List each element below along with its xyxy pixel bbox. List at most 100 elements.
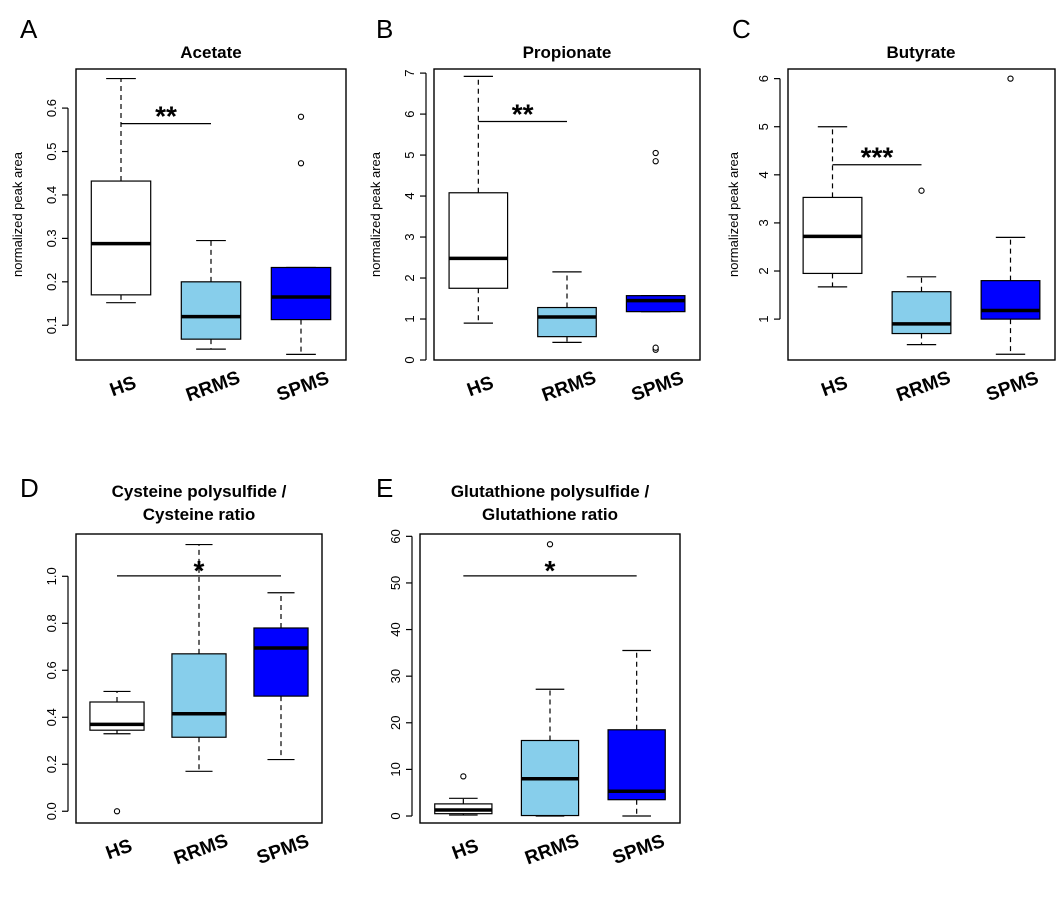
significance-marker: * (545, 555, 556, 586)
x-tick-label-spms: SPMS (254, 831, 312, 869)
y-axis-label: normalized peak area (368, 151, 383, 277)
y-tick-label: 5 (402, 151, 417, 158)
box-hs (434, 773, 493, 816)
panel-label: A (20, 14, 38, 44)
plot-frame (75, 533, 323, 824)
y-tick-label: 7 (402, 69, 417, 76)
x-tick-label-hs: HS (449, 835, 481, 864)
outlier-point (460, 773, 467, 780)
x-tick-label-rrms: RRMS (183, 367, 243, 406)
y-tick-label: 20 (388, 716, 403, 730)
box-spms (253, 592, 309, 761)
y-tick-label: 3 (756, 219, 771, 226)
y-tick-label: 1 (756, 315, 771, 322)
y-tick-label: 0.0 (44, 802, 59, 820)
iqr-box (625, 295, 686, 313)
iqr-box (270, 266, 332, 321)
box-rrms (891, 187, 952, 346)
iqr-box (253, 627, 309, 697)
iqr-box (90, 180, 152, 296)
y-tick-label: 0 (388, 812, 403, 819)
iqr-box (607, 729, 666, 801)
box-spms (980, 75, 1041, 355)
x-tick-label-spms: SPMS (610, 831, 668, 869)
iqr-box (448, 192, 509, 289)
significance-marker: *** (861, 142, 894, 173)
box-hs (89, 690, 145, 815)
box-hs (802, 126, 863, 288)
panel-e: E Glutathione polysulfide / Glutathione ra… (376, 473, 681, 869)
y-tick-label: 40 (388, 622, 403, 636)
panel-d: D Cysteine polysulfide / Cysteine ratio 0.0… (20, 473, 323, 869)
outlier-point (918, 187, 925, 194)
panel-a: A Acetate normalized peak area 0.1 0.2 0.3 0.4… (10, 14, 347, 406)
plot-frame (433, 68, 701, 361)
y-tick-label: 6 (756, 75, 771, 82)
y-tick-label: 0.4 (44, 186, 59, 204)
y-axis-label: normalized peak area (10, 151, 25, 277)
y-tick-label: 0.4 (44, 708, 59, 726)
chart-subtitle: Cysteine ratio (143, 505, 255, 524)
y-tick-label: 0.8 (44, 614, 59, 632)
outlier-point (652, 149, 659, 157)
y-tick-label: 1 (402, 315, 417, 322)
iqr-box (891, 291, 952, 335)
y-tick-label: 0.3 (44, 229, 59, 247)
x-tick-label-hs: HS (103, 835, 135, 864)
significance-marker: ** (155, 101, 177, 132)
panel-label: B (376, 14, 393, 44)
y-tick-label: 0.1 (44, 316, 59, 334)
outlier-point (1007, 75, 1014, 82)
outlier-point (113, 808, 121, 815)
box-spms (607, 649, 666, 817)
y-tick-label: 2 (756, 267, 771, 274)
box-spms (270, 113, 332, 355)
outlier-point (546, 541, 554, 548)
x-tick-label-rrms: RRMS (522, 830, 582, 869)
y-tick-label: 10 (388, 762, 403, 776)
y-tick-label: 30 (388, 669, 403, 683)
panel-label: C (732, 14, 751, 44)
box-rrms (171, 543, 227, 772)
outlier-point (297, 113, 305, 120)
outlier-point (297, 160, 305, 167)
y-tick-label: 0.5 (44, 142, 59, 160)
x-tick-label-rrms: RRMS (894, 367, 954, 406)
chart-title: Glutathione polysulfide / (451, 482, 650, 501)
significance-marker: * (194, 555, 205, 586)
panel-c: C Butyrate normalized peak area 1 2 3 4 5 6 HS RRM… (726, 14, 1056, 406)
y-tick-label: 60 (388, 529, 403, 543)
x-tick-label-hs: HS (464, 372, 496, 401)
significance-marker: ** (512, 98, 534, 129)
y-tick-label: 2 (402, 274, 417, 281)
x-tick-label-rrms: RRMS (539, 367, 599, 406)
chart-title: Acetate (180, 43, 241, 62)
plot-frame (75, 68, 347, 361)
box-rrms (520, 541, 580, 817)
y-tick-label: 1.0 (44, 567, 59, 585)
y-tick-label: 0 (402, 356, 417, 363)
x-tick-label-hs: HS (819, 372, 851, 401)
y-tick-label: 4 (402, 192, 417, 199)
y-tick-label: 50 (388, 576, 403, 590)
y-axis-label: normalized peak area (726, 151, 741, 277)
y-tick-label: 3 (402, 233, 417, 240)
chart-subtitle: Glutathione ratio (482, 505, 618, 524)
y-tick-label: 4 (756, 171, 771, 178)
iqr-box (171, 653, 227, 738)
iqr-box (537, 306, 597, 338)
chart-title: Propionate (523, 43, 612, 62)
panel-label: E (376, 473, 393, 503)
outlier-point (652, 158, 659, 165)
outlier-point (652, 344, 659, 351)
x-tick-label-hs: HS (107, 372, 139, 401)
plot-frame (419, 533, 681, 824)
box-hs (90, 77, 152, 304)
y-tick-label: 0.2 (44, 755, 59, 773)
y-tick-label: 5 (756, 123, 771, 130)
panel-label: D (20, 473, 39, 503)
plot-frame (787, 68, 1056, 361)
x-tick-label-spms: SPMS (984, 368, 1042, 406)
x-tick-label-spms: SPMS (274, 368, 332, 406)
chart-title: Butyrate (887, 43, 956, 62)
